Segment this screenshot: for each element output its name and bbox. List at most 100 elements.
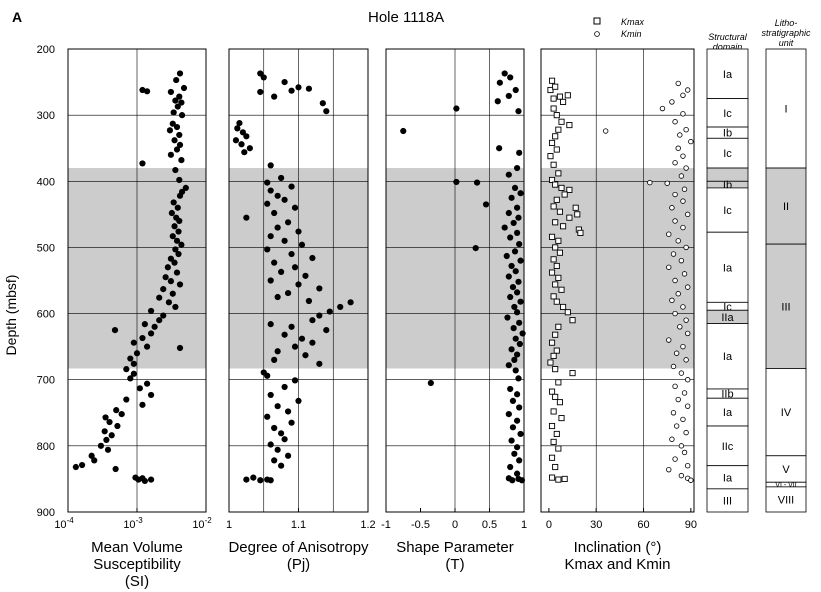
kmax-point [548, 422, 556, 430]
y-tick-label: 200 [37, 44, 55, 56]
litho-label: II [783, 201, 789, 213]
kmax-point [556, 399, 563, 406]
data-point [298, 241, 306, 248]
data-point [178, 241, 185, 248]
data-point [427, 379, 434, 387]
kmax-point [553, 262, 560, 269]
data-point [176, 192, 184, 199]
data-point [400, 127, 407, 135]
kmax-point [553, 196, 560, 203]
data-point [274, 446, 281, 453]
kmax-point [566, 122, 573, 129]
kmax-point [552, 133, 559, 140]
data-point [103, 436, 110, 444]
data-point [281, 331, 288, 338]
domain-label: Ia [723, 262, 733, 274]
data-point [505, 362, 512, 369]
data-point [503, 252, 510, 260]
data-point [267, 391, 274, 399]
kmin-point [678, 370, 685, 376]
data-point [257, 477, 264, 484]
data-point [246, 145, 253, 152]
data-point [511, 450, 518, 457]
data-point [172, 246, 179, 253]
kmax-point [555, 237, 562, 244]
data-point [517, 298, 524, 305]
kmin-point [680, 224, 686, 231]
litho-interval [765, 243, 807, 369]
x-tick-label: 90 [685, 519, 697, 531]
data-point [291, 343, 299, 350]
data-point [514, 289, 521, 296]
domain-label: Ic [723, 108, 732, 120]
kmax-point [561, 191, 568, 198]
kmin-point [684, 377, 691, 383]
data-point [295, 84, 302, 91]
kmax-point [555, 323, 562, 330]
data-point [494, 98, 501, 105]
litho-label: IV [781, 407, 792, 419]
data-point [175, 228, 182, 235]
data-point [264, 179, 271, 186]
kmin-point [670, 410, 677, 416]
data-point [156, 294, 163, 301]
data-point [169, 233, 176, 240]
domain-interval [706, 98, 749, 128]
data-point [174, 204, 181, 211]
data-point [309, 254, 316, 262]
data-point [281, 196, 288, 203]
data-point [136, 385, 143, 392]
kmin-point [672, 456, 678, 462]
data-point [102, 414, 109, 421]
kmax-point [550, 95, 557, 102]
data-point [267, 233, 274, 240]
data-point [278, 462, 285, 469]
data-point [182, 184, 189, 191]
shape-parameter-panel: -1 -0.5 0 0.5 1 Shape Parameter(T) [381, 48, 527, 573]
data-point [288, 419, 295, 426]
domain-label: Ic [723, 205, 732, 217]
kmax-point [548, 176, 556, 184]
data-point [113, 407, 120, 414]
kmax-point [574, 211, 581, 218]
data-point [288, 87, 295, 94]
kmin-point [672, 277, 678, 284]
kmax-point [572, 204, 579, 211]
data-point [173, 123, 181, 131]
data-point [274, 293, 281, 301]
data-point [123, 396, 130, 403]
data-point [509, 397, 517, 404]
data-point [305, 297, 313, 305]
data-point [243, 476, 250, 483]
data-point [176, 141, 184, 149]
data-point [264, 200, 271, 207]
domain-label: Ia [723, 69, 733, 81]
domain-interval [706, 187, 749, 233]
domain-label: Ia [723, 351, 733, 363]
data-point [295, 281, 302, 288]
data-point [518, 477, 526, 484]
data-point [106, 418, 113, 426]
kmax-point [548, 474, 556, 481]
litho-label: VI - VII [775, 482, 796, 489]
kmax-point [560, 303, 567, 311]
x-axis-label: (T) [445, 556, 464, 573]
kmin-point [669, 99, 675, 105]
data-point [123, 366, 130, 373]
data-point [141, 321, 148, 328]
kmax-point [558, 415, 565, 422]
data-point [501, 70, 508, 77]
data-point [147, 476, 155, 483]
domain-label: Ib [723, 128, 732, 140]
data-point [127, 375, 134, 382]
data-point [147, 330, 155, 337]
data-point [517, 190, 524, 197]
kmax-point [555, 170, 562, 177]
data-point [505, 273, 512, 280]
data-point [167, 151, 175, 158]
data-point [160, 285, 167, 293]
data-point [302, 352, 309, 359]
kmin-point [680, 153, 686, 159]
kmax-point [560, 223, 567, 230]
